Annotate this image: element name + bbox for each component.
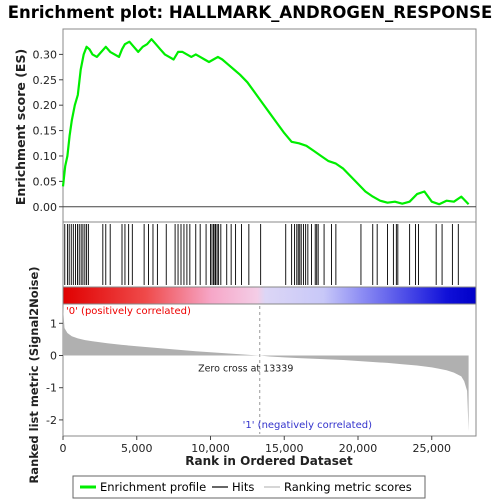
ranking-y-tick-label: 0 — [50, 350, 57, 363]
positive-label: '0' (positively correlated) — [66, 306, 191, 317]
ranking-panel: -2 -1 0 1 '0' (positively correlated) Zero … — [27, 266, 477, 484]
es-y-axis: 0.00 0.05 0.10 0.15 0.20 0.25 0.30 — [33, 48, 63, 214]
es-y-tick-label: 0.25 — [33, 74, 58, 87]
x-axis-label: Rank in Ordered Dataset — [185, 454, 353, 468]
ranking-y-axis: -2 -1 0 1 — [46, 317, 63, 427]
hit-lines — [64, 224, 459, 285]
ranking-y-axis-label: Ranked list metric (Signal2Noise) — [27, 266, 41, 483]
ranking-y-tick-label: -1 — [46, 382, 57, 395]
hits-panel — [62, 221, 477, 288]
legend: Enrichment profile Hits Ranking metric s… — [72, 475, 426, 499]
es-y-tick-label: 0.20 — [33, 99, 58, 112]
x-tick-label: 10,000 — [191, 442, 230, 455]
x-tick-label: 15,000 — [265, 442, 304, 455]
legend-hits-label: Hits — [232, 480, 254, 494]
es-y-axis-label: Enrichment score (ES) — [13, 49, 28, 205]
es-panel-frame — [62, 28, 477, 223]
es-y-tick-label: 0.10 — [33, 150, 58, 163]
x-tick-label: 20,000 — [339, 442, 378, 455]
legend-ranking-label: Ranking metric scores — [284, 480, 412, 494]
legend-frame — [72, 475, 426, 499]
x-tick-label: 25,000 — [413, 442, 452, 455]
ranking-y-tick-label: -2 — [46, 414, 57, 427]
es-y-tick-label: 0.30 — [33, 48, 58, 61]
enrichment-profile-line — [61, 38, 470, 206]
x-tick-label: 5,000 — [121, 442, 153, 455]
legend-enrichment-label: Enrichment profile — [100, 480, 206, 494]
x-tick-label: 0 — [60, 442, 67, 455]
es-panel: 0.00 0.05 0.10 0.15 0.20 0.25 0.30 Enrichment … — [13, 28, 477, 223]
chart-title: Enrichment plot: HALLMARK_ANDROGEN_RESPO… — [8, 3, 493, 22]
es-y-tick-label: 0.15 — [33, 125, 58, 138]
hits-panel-frame — [62, 221, 477, 288]
negative-label: '1' (negatively correlated) — [243, 420, 372, 431]
x-axis: 0 5,000 10,000 15,000 20,000 25,000 — [60, 436, 452, 455]
es-y-tick-label: 0.00 — [33, 201, 58, 214]
ranking-panel-frame — [62, 303, 477, 437]
zero-cross-label: Zero cross at 13339 — [198, 364, 293, 375]
es-y-tick-label: 0.05 — [33, 175, 58, 188]
ranking-y-tick-label: 1 — [50, 317, 57, 330]
rank-color-bar — [62, 286, 477, 305]
